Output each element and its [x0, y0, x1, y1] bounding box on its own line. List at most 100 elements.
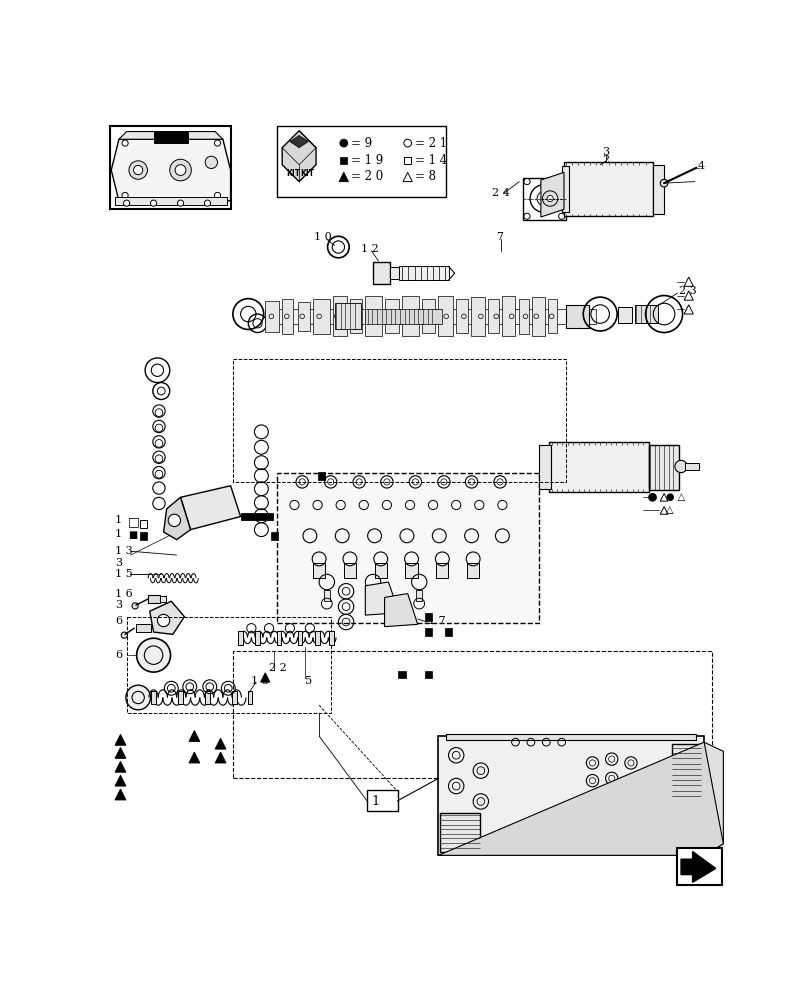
Bar: [456, 299, 467, 333]
Circle shape: [523, 179, 530, 185]
Circle shape: [205, 156, 217, 169]
Bar: [634, 305, 657, 323]
Text: 2: 2: [602, 155, 609, 165]
Bar: [282, 299, 293, 334]
Circle shape: [558, 213, 564, 219]
Bar: [135, 624, 151, 632]
Text: 2 3: 2 3: [678, 286, 696, 296]
Bar: [277, 473, 538, 623]
Text: ■: ■: [128, 531, 137, 540]
Circle shape: [659, 179, 667, 187]
Text: 7: 7: [496, 232, 503, 242]
Text: 3: 3: [115, 600, 122, 610]
Text: △: △: [665, 506, 672, 515]
Bar: [470, 297, 484, 336]
Bar: [676, 848, 721, 885]
Polygon shape: [115, 775, 126, 786]
Polygon shape: [290, 135, 308, 148]
Bar: [109, 126, 231, 209]
Bar: [445, 734, 696, 740]
Polygon shape: [659, 507, 667, 514]
Bar: [401, 296, 418, 336]
Text: 4: 4: [697, 161, 704, 171]
Bar: [532, 297, 544, 336]
Polygon shape: [365, 582, 399, 615]
Circle shape: [122, 140, 128, 146]
Circle shape: [204, 200, 210, 206]
Polygon shape: [260, 673, 269, 682]
Circle shape: [178, 200, 183, 206]
Circle shape: [523, 213, 530, 219]
Bar: [324, 590, 329, 601]
Polygon shape: [659, 493, 667, 501]
Text: KIT: KIT: [285, 169, 300, 178]
Circle shape: [136, 638, 170, 672]
Text: 1 3: 1 3: [115, 546, 133, 556]
Bar: [538, 445, 550, 489]
Bar: [240, 513, 272, 520]
Bar: [564, 305, 588, 328]
Bar: [370, 590, 375, 601]
Text: = 1 9: = 1 9: [351, 154, 384, 167]
Bar: [232, 691, 237, 704]
Text: □: □: [128, 515, 139, 528]
Bar: [424, 628, 431, 636]
Circle shape: [340, 139, 347, 147]
Polygon shape: [149, 601, 184, 634]
Bar: [365, 296, 382, 336]
Text: 1 6: 1 6: [115, 589, 133, 599]
Bar: [265, 309, 595, 324]
Bar: [374, 563, 386, 578]
Bar: [328, 631, 333, 645]
Polygon shape: [115, 761, 126, 772]
Circle shape: [530, 185, 557, 212]
Bar: [334, 303, 361, 329]
Bar: [151, 691, 156, 704]
Polygon shape: [115, 789, 126, 800]
Bar: [548, 442, 648, 492]
Bar: [652, 165, 663, 214]
Bar: [422, 299, 434, 333]
Bar: [148, 595, 160, 603]
Bar: [365, 309, 442, 324]
Circle shape: [168, 514, 180, 527]
Bar: [115, 197, 226, 205]
Bar: [297, 631, 302, 645]
Bar: [247, 691, 252, 704]
Polygon shape: [384, 594, 417, 627]
Text: = 8: = 8: [415, 170, 436, 183]
Circle shape: [133, 165, 143, 175]
Circle shape: [558, 179, 564, 185]
Bar: [317, 472, 325, 480]
Text: 1: 1: [371, 795, 380, 808]
Bar: [404, 157, 410, 164]
Bar: [178, 691, 182, 704]
Bar: [160, 596, 165, 602]
Polygon shape: [115, 734, 126, 745]
Polygon shape: [189, 731, 200, 741]
Bar: [564, 162, 652, 216]
Circle shape: [126, 685, 150, 710]
Bar: [389, 267, 399, 279]
Bar: [518, 299, 529, 334]
Bar: [405, 563, 417, 578]
Text: 2 4: 2 4: [491, 188, 509, 198]
Polygon shape: [339, 172, 348, 182]
Text: 3: 3: [602, 147, 609, 157]
Bar: [416, 590, 422, 601]
Text: 1: 1: [115, 515, 122, 525]
Bar: [399, 266, 448, 280]
Bar: [205, 691, 209, 704]
Bar: [684, 463, 698, 470]
Circle shape: [122, 192, 128, 199]
Bar: [440, 813, 479, 852]
Text: ● △: ● △: [665, 493, 684, 502]
Circle shape: [157, 614, 169, 627]
Bar: [547, 299, 556, 333]
Polygon shape: [215, 752, 225, 763]
Bar: [436, 563, 448, 578]
Text: = 9: = 9: [351, 137, 372, 150]
Bar: [385, 299, 399, 333]
Bar: [437, 296, 453, 336]
Circle shape: [403, 139, 411, 147]
